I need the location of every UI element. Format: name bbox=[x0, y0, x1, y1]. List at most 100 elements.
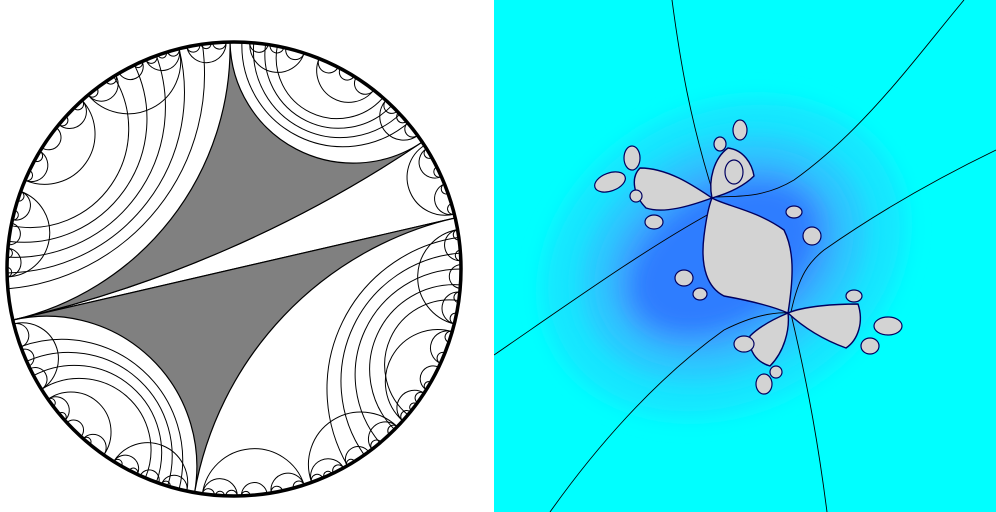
geodesic bbox=[20, 338, 184, 490]
geodesic bbox=[11, 76, 130, 228]
julia-decoration bbox=[713, 136, 727, 152]
geodesic bbox=[354, 268, 461, 444]
geodesic bbox=[310, 473, 324, 483]
geodesic bbox=[87, 75, 119, 102]
geodesic bbox=[113, 442, 189, 492]
external-ray bbox=[494, 213, 710, 356]
geodesic bbox=[7, 55, 166, 258]
geodesic bbox=[338, 68, 355, 81]
external-rays bbox=[494, 0, 996, 512]
geodesic bbox=[340, 252, 461, 456]
geodesic bbox=[240, 482, 268, 496]
julia-decoration bbox=[674, 269, 694, 287]
geodesic bbox=[7, 44, 205, 290]
geodesic bbox=[275, 46, 384, 120]
geodesic bbox=[417, 229, 458, 325]
geodesic bbox=[24, 99, 96, 185]
geodesic bbox=[354, 77, 375, 95]
geodesic bbox=[82, 433, 107, 456]
geodesic bbox=[404, 122, 418, 138]
external-ray bbox=[790, 313, 828, 512]
geodesic bbox=[310, 458, 344, 483]
geodesic bbox=[118, 61, 144, 81]
geodesic bbox=[307, 411, 398, 483]
julia-decoration bbox=[845, 289, 863, 303]
julia-decoration bbox=[802, 226, 822, 246]
disk-boundary bbox=[5, 40, 463, 498]
geodesic bbox=[448, 264, 461, 289]
julia-decoration bbox=[785, 205, 803, 219]
geodesic bbox=[167, 48, 180, 57]
geodesic bbox=[8, 64, 148, 243]
geodesic bbox=[406, 144, 455, 216]
julia-decoration bbox=[873, 316, 903, 336]
external-ray bbox=[790, 149, 996, 313]
julia-decoration bbox=[692, 287, 708, 301]
geodesic bbox=[13, 322, 59, 390]
external-ray bbox=[715, 0, 965, 198]
external-ray bbox=[671, 0, 715, 197]
geodesic bbox=[113, 454, 140, 475]
geodesic bbox=[252, 42, 401, 139]
geodesic bbox=[241, 42, 409, 148]
julia-decoration bbox=[733, 335, 755, 353]
geodesic bbox=[384, 329, 453, 422]
geodesic bbox=[7, 190, 51, 278]
geodesic bbox=[201, 488, 215, 496]
geodesic bbox=[13, 323, 30, 348]
geodesic bbox=[270, 472, 305, 494]
gap-polygon bbox=[12, 217, 456, 493]
geodesic bbox=[400, 410, 411, 422]
geodesic bbox=[58, 99, 87, 129]
filled-julia-set bbox=[594, 119, 903, 395]
geodesic bbox=[33, 364, 163, 483]
geodesic bbox=[21, 348, 35, 367]
geodesic bbox=[317, 58, 339, 74]
geodesic bbox=[66, 419, 85, 437]
geodesic bbox=[26, 351, 173, 487]
geodesic bbox=[396, 112, 407, 124]
geodesic bbox=[369, 284, 461, 430]
geodesic bbox=[285, 47, 305, 61]
geodesic bbox=[434, 183, 455, 216]
geodesic bbox=[29, 367, 48, 390]
geodesic bbox=[249, 42, 305, 73]
geodesic bbox=[201, 478, 238, 496]
lower-right-lobe bbox=[787, 303, 862, 349]
geodesic bbox=[7, 48, 185, 274]
bottom-lobe bbox=[749, 312, 790, 367]
gray-gaps bbox=[12, 42, 456, 493]
geodesic bbox=[24, 150, 49, 183]
julia-decoration bbox=[623, 145, 641, 171]
gap-polygon bbox=[12, 42, 423, 321]
upper-left-lobe bbox=[633, 167, 713, 211]
julia-decoration bbox=[732, 119, 748, 141]
geodesic bbox=[212, 42, 227, 50]
julia-panel bbox=[494, 0, 996, 512]
geodesic bbox=[47, 391, 112, 456]
geodesic bbox=[269, 44, 285, 54]
geodesic bbox=[367, 421, 398, 450]
geodesic bbox=[344, 446, 370, 467]
geodesic bbox=[430, 330, 453, 364]
geodesic bbox=[384, 299, 459, 416]
geodesic bbox=[145, 48, 181, 72]
geodesic bbox=[201, 448, 305, 494]
geodesic bbox=[139, 469, 160, 484]
geodesic bbox=[47, 396, 70, 421]
julia-decoration bbox=[724, 159, 744, 185]
julia-decoration bbox=[644, 214, 664, 230]
geodesic bbox=[316, 58, 375, 103]
geodesic bbox=[444, 229, 461, 262]
julia-decoration bbox=[594, 171, 626, 193]
julia-decoration bbox=[629, 189, 643, 203]
geodesic bbox=[383, 99, 398, 114]
geodesic bbox=[41, 127, 62, 151]
geodesic bbox=[441, 291, 460, 325]
geodesic bbox=[161, 474, 188, 492]
geodesic-arcs bbox=[7, 42, 461, 496]
geodesic bbox=[418, 148, 442, 179]
lamination-panel bbox=[0, 0, 470, 512]
julia-decoration bbox=[860, 337, 880, 355]
